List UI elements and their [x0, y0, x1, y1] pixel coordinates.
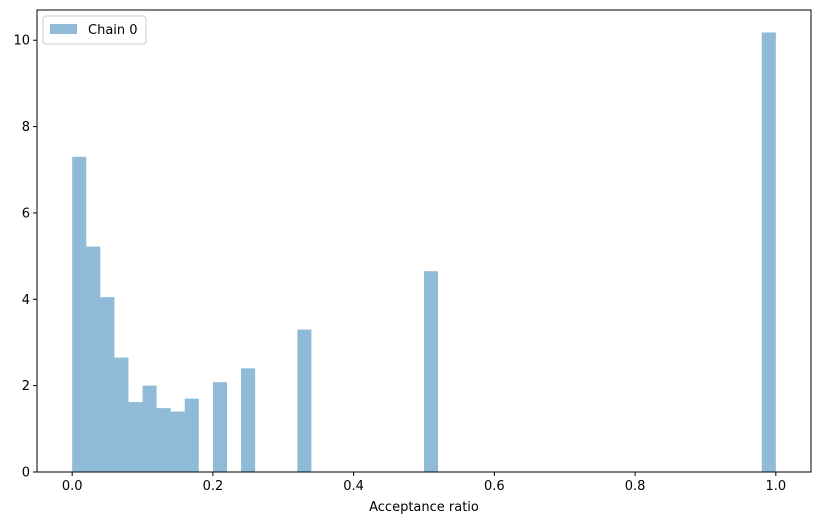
- legend-swatch: [50, 24, 77, 34]
- legend: Chain 0: [42, 15, 147, 45]
- x-axis: 0.0 0.2 0.4 0.6 0.8 1.0: [62, 472, 786, 494]
- y-tick-label: 4: [22, 293, 30, 308]
- histogram-bar-1: [86, 246, 101, 472]
- histogram-bar-10: [241, 368, 256, 472]
- y-tick-label: 10: [13, 34, 30, 49]
- x-tick-label: 0.0: [62, 479, 83, 494]
- y-tick-label: 0: [22, 466, 30, 481]
- y-tick-label: 6: [22, 206, 30, 221]
- histogram-bar-9: [212, 382, 227, 472]
- histogram-bar-13: [761, 32, 776, 473]
- histogram-bar-5: [142, 385, 157, 472]
- histogram-bar-0: [72, 156, 87, 472]
- histogram-bar-2: [100, 297, 115, 472]
- x-tick-label: 0.2: [203, 479, 224, 494]
- histogram-bar-7: [170, 411, 185, 472]
- legend-box: [42, 15, 147, 45]
- histogram-bars: [72, 32, 776, 473]
- histogram-bar-4: [128, 402, 143, 472]
- plot-frame: [36, 9, 812, 473]
- x-tick-label: 0.6: [484, 479, 505, 494]
- x-tick-label: 0.8: [625, 479, 646, 494]
- y-tick-label: 2: [22, 379, 30, 394]
- x-tick-label: 0.4: [343, 479, 364, 494]
- x-tick-label: 1.0: [765, 479, 786, 494]
- y-axis: 0 2 4 6 8 10: [13, 34, 37, 481]
- histogram-bar-11: [297, 329, 312, 472]
- histogram-bar-8: [184, 398, 199, 472]
- x-axis-label: Acceptance ratio: [369, 500, 479, 515]
- histogram-bar-12: [424, 271, 439, 472]
- legend-label: Chain 0: [88, 23, 138, 38]
- histogram-bar-6: [156, 408, 171, 472]
- histogram-bar-3: [114, 357, 129, 472]
- y-tick-label: 8: [22, 120, 30, 135]
